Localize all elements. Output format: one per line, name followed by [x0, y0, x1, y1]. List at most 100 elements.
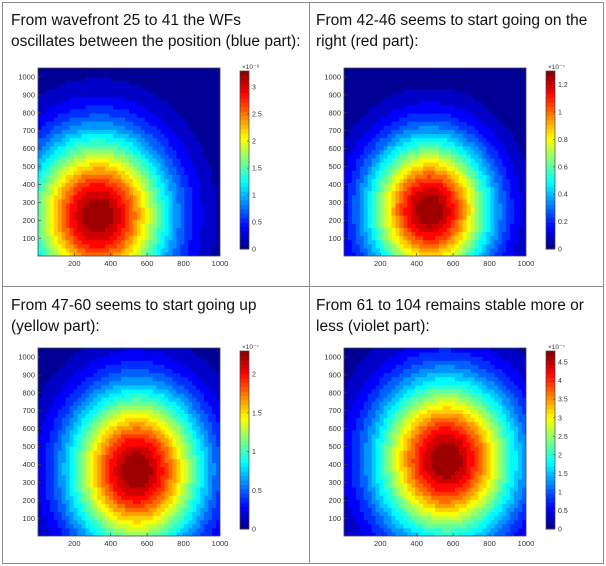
heatmap-cell: [363, 231, 369, 237]
heatmap-cell: [156, 174, 162, 179]
heatmap-cell: [399, 125, 404, 130]
heatmap-cell: [415, 223, 420, 228]
heatmap-cell: [77, 206, 83, 212]
heatmap-cell: [403, 186, 408, 192]
heatmap-cell: [395, 186, 400, 192]
heatmap-cell: [494, 162, 499, 167]
heatmap-cell: [41, 198, 47, 204]
heatmap-cell: [132, 190, 138, 196]
heatmap-cell: [196, 227, 201, 233]
heatmap-cell: [391, 72, 397, 77]
heatmap-cell: [486, 125, 491, 130]
heatmap-cell: [446, 157, 452, 163]
heatmap-cell: [399, 186, 404, 192]
heatmap-cell: [200, 80, 205, 85]
heatmap-cell: [407, 215, 412, 220]
heatmap-cell: [375, 235, 381, 241]
heatmap-cell: [510, 80, 515, 85]
heatmap-cell: [77, 397, 83, 402]
heatmap-cell: [184, 231, 189, 237]
heatmap-cell: [371, 251, 377, 256]
heatmap-cell: [140, 129, 146, 134]
heatmap-cell: [375, 215, 381, 220]
heatmap-cell: [435, 251, 440, 256]
heatmap-cell: [45, 231, 51, 237]
heatmap-cell: [438, 145, 444, 151]
heatmap-cell: [49, 141, 55, 147]
heatmap-cell: [470, 186, 476, 192]
heatmap-cell: [61, 527, 67, 533]
heatmap-cell: [415, 80, 420, 85]
heatmap-cell: [200, 235, 205, 241]
heatmap-cell: [49, 511, 55, 517]
heatmap-cell: [38, 243, 43, 249]
heatmap-cell: [45, 149, 51, 155]
heatmap-cell: [77, 96, 83, 102]
heatmap-cell: [399, 206, 404, 212]
heatmap-cell: [53, 68, 59, 73]
heatmap-cell: [344, 219, 349, 224]
heatmap-cell: [423, 149, 428, 155]
heatmap-cell: [184, 174, 189, 179]
heatmap-cell: [105, 129, 110, 134]
heatmap-cell: [458, 149, 464, 155]
heatmap-cell: [482, 178, 488, 184]
heatmap-cell: [53, 499, 59, 504]
heatmap-cell: [506, 239, 511, 245]
heatmap-cell: [196, 117, 201, 122]
heatmap-cell: [395, 231, 400, 237]
heatmap-cell: [514, 251, 519, 256]
heatmap-cell: [363, 121, 369, 126]
heatmap-cell: [442, 133, 448, 139]
heatmap-cell: [125, 174, 130, 179]
heatmap-cell: [121, 72, 126, 77]
heatmap-cell: [383, 68, 389, 73]
heatmap-cell: [347, 88, 353, 94]
heatmap-cell: [164, 206, 170, 212]
heatmap-cell: [355, 166, 361, 171]
heatmap-cell: [89, 211, 94, 216]
heatmap-cell: [65, 491, 71, 496]
heatmap-cell: [522, 145, 526, 151]
heatmap-cell: [423, 104, 428, 110]
heatmap-cell: [61, 356, 67, 361]
heatmap-cell: [49, 491, 55, 496]
heatmap-cell: [399, 215, 404, 220]
heatmap-cell: [45, 72, 51, 77]
heatmap-cell: [506, 84, 511, 90]
heatmap-cell: [383, 215, 389, 220]
heatmap-cell: [431, 251, 436, 256]
heatmap-cell: [184, 121, 189, 126]
heatmap-cell: [427, 219, 432, 224]
colorbar-band: [240, 200, 249, 205]
heatmap-cell: [73, 466, 79, 472]
heatmap-cell: [379, 178, 385, 184]
heatmap-cell: [85, 194, 91, 200]
heatmap-cell: [427, 104, 432, 110]
heatmap-cell: [478, 108, 484, 114]
heatmap-cell: [502, 198, 507, 204]
heatmap-cell: [442, 157, 448, 163]
heatmap-cell: [45, 243, 51, 249]
heatmap-cell: [69, 133, 75, 139]
heatmap-cell: [438, 117, 444, 122]
heatmap-cell: [89, 198, 94, 204]
heatmap-cell: [121, 219, 126, 224]
heatmap-cell: [391, 129, 397, 134]
heatmap-cell: [423, 92, 428, 98]
heatmap-cell: [57, 215, 63, 220]
heatmap-cell: [510, 88, 515, 94]
heatmap-cell: [454, 129, 460, 134]
heatmap-cell: [510, 149, 515, 155]
colorbar-band: [546, 200, 555, 205]
heatmap-cell: [204, 231, 209, 237]
heatmap-cell: [156, 182, 162, 188]
heatmap-cell: [89, 72, 94, 77]
heatmap-cell: [196, 174, 201, 179]
heatmap-cell: [351, 121, 357, 126]
heatmap-cell: [81, 511, 87, 517]
heatmap-cell: [53, 372, 59, 378]
heatmap-cell: [204, 141, 209, 147]
heatmap-cell: [383, 166, 389, 171]
heatmap-cell: [136, 149, 142, 155]
